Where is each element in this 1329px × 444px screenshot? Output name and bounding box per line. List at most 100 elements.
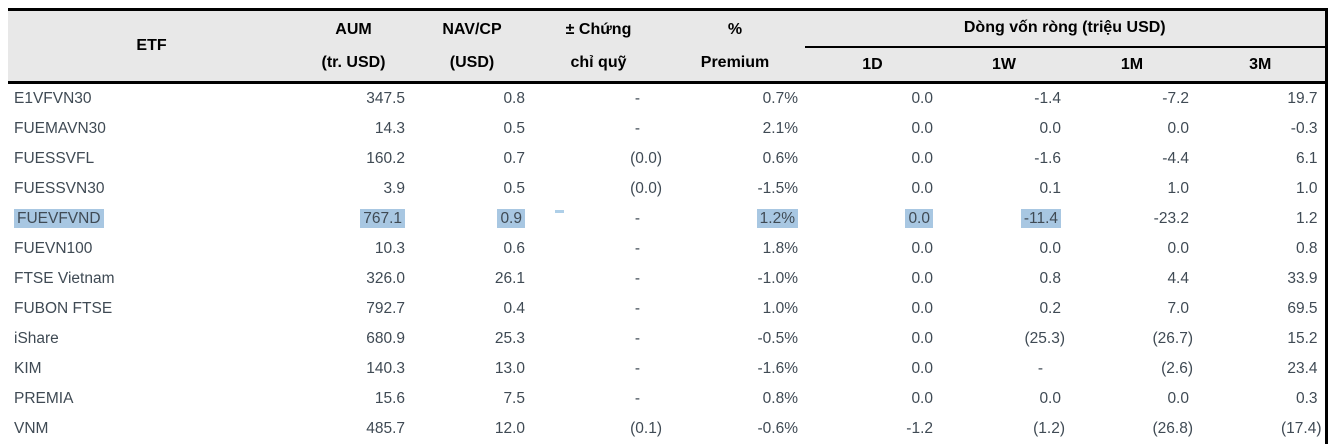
cell-value: 12.0 xyxy=(495,420,525,437)
nav-cell: 0.5 xyxy=(412,114,532,144)
cell-value: -1.2 xyxy=(906,420,933,437)
cell-value: 0.0 xyxy=(1167,390,1189,407)
units-cell: (0.1) xyxy=(532,414,665,444)
m1-cell: (26.8) xyxy=(1068,414,1196,444)
header-nav-line2: (USD) xyxy=(412,46,532,79)
cell-value: 15.2 xyxy=(1287,330,1317,347)
header-nav: NAV/CP (USD) xyxy=(412,10,532,83)
cell-value: (0.0) xyxy=(630,180,662,197)
cell-value: FTSE Vietnam xyxy=(14,270,115,287)
nav-cell: 0.5 xyxy=(412,174,532,204)
units-cell: - xyxy=(532,324,665,354)
m3-cell: 19.7 xyxy=(1196,83,1326,115)
cell-value: 0.0 xyxy=(911,150,933,167)
cell-value: 0.7 xyxy=(503,150,525,167)
etf-name-cell: FUESSVFL xyxy=(8,144,295,174)
cell-value: 0.7% xyxy=(763,90,798,107)
nav-cell: 26.1 xyxy=(412,264,532,294)
cell-value: 0.0 xyxy=(911,180,933,197)
m1-cell: 0.0 xyxy=(1068,234,1196,264)
w1-cell: 0.0 xyxy=(940,114,1068,144)
m3-cell: 0.8 xyxy=(1196,234,1326,264)
cell-value: FUEMAVN30 xyxy=(14,120,106,137)
selection-artifact-mark xyxy=(555,210,564,213)
nav-cell: 0.9 xyxy=(412,204,532,234)
cell-value: (2.6) xyxy=(1161,360,1193,377)
units-cell: - xyxy=(532,114,665,144)
premium-cell: 0.7% xyxy=(665,83,805,115)
cell-value: 0.0 xyxy=(911,270,933,287)
premium-cell: 2.1% xyxy=(665,114,805,144)
cell-value: 1.8% xyxy=(763,240,798,257)
cell-value: 0.2 xyxy=(1039,300,1061,317)
etf-name-cell: FUBON FTSE xyxy=(8,294,295,324)
cell-value: 0.3 xyxy=(1296,390,1318,407)
m3-cell: -0.3 xyxy=(1196,114,1326,144)
cell-value: 0.5 xyxy=(503,120,525,137)
cell-value: FUBON FTSE xyxy=(14,300,112,317)
cell-value: PREMIA xyxy=(14,390,73,407)
cell-value: 25.3 xyxy=(495,330,525,347)
cell-value: 1.2% xyxy=(757,209,798,228)
cell-value: 0.0 xyxy=(911,300,933,317)
w1-cell: -1.4 xyxy=(940,83,1068,115)
w1-cell: 0.0 xyxy=(940,234,1068,264)
m3-cell: 6.1 xyxy=(1196,144,1326,174)
header-fund-units-line2: chỉ quỹ xyxy=(532,46,665,79)
cell-value: 1.2 xyxy=(1296,210,1318,227)
units-cell: - xyxy=(532,204,665,234)
cell-value: -0.3 xyxy=(1291,120,1318,137)
units-cell: - xyxy=(532,294,665,324)
cell-value: FUEVN100 xyxy=(14,240,92,257)
cell-value: 0.5 xyxy=(503,180,525,197)
cell-value: 0.8% xyxy=(763,390,798,407)
premium-cell: 1.2% xyxy=(665,204,805,234)
cell-value: 3.9 xyxy=(383,180,405,197)
m3-cell: 23.4 xyxy=(1196,354,1326,384)
premium-cell: -0.5% xyxy=(665,324,805,354)
cell-value: 15.6 xyxy=(375,390,405,407)
d1-cell: 0.0 xyxy=(805,174,940,204)
m1-cell: 0.0 xyxy=(1068,114,1196,144)
cell-value: -1.6% xyxy=(758,360,799,377)
cell-value: - xyxy=(635,270,640,287)
cell-value: 1.0% xyxy=(763,300,798,317)
cell-value: 347.5 xyxy=(366,90,405,107)
aum-cell: 15.6 xyxy=(295,384,412,414)
cell-value: 1.0 xyxy=(1167,180,1189,197)
cell-value: 140.3 xyxy=(366,360,405,377)
cell-value: (0.1) xyxy=(630,420,662,437)
cell-value: FUESSVFL xyxy=(14,150,94,167)
aum-cell: 347.5 xyxy=(295,83,412,115)
aum-cell: 10.3 xyxy=(295,234,412,264)
units-cell: - xyxy=(532,384,665,414)
cell-value: 0.0 xyxy=(1039,240,1061,257)
cell-value: -1.4 xyxy=(1034,90,1061,107)
etf-name-cell: iShare xyxy=(8,324,295,354)
cell-value: FUESSVN30 xyxy=(14,180,104,197)
header-netflow-1w: 1W xyxy=(940,47,1068,83)
d1-cell: 0.0 xyxy=(805,234,940,264)
nav-cell: 25.3 xyxy=(412,324,532,354)
cell-value: 160.2 xyxy=(366,150,405,167)
cell-value: VNM xyxy=(14,420,48,437)
cell-value: - xyxy=(635,390,640,407)
etf-flow-table: ETF AUM (tr. USD) NAV/CP (USD) ± Chứng c… xyxy=(8,8,1328,444)
cell-value: 6.1 xyxy=(1296,150,1318,167)
table-header: ETF AUM (tr. USD) NAV/CP (USD) ± Chứng c… xyxy=(8,10,1326,83)
cell-value: -11.4 xyxy=(1021,209,1061,228)
cell-value: 0.9 xyxy=(497,209,525,228)
w1-cell: (1.2) xyxy=(940,414,1068,444)
cell-value: - xyxy=(635,90,640,107)
units-cell: - xyxy=(532,83,665,115)
m1-cell: 4.4 xyxy=(1068,264,1196,294)
cell-value: 0.6% xyxy=(763,150,798,167)
cell-value: iShare xyxy=(14,330,59,347)
m3-cell: (17.4) xyxy=(1196,414,1326,444)
premium-cell: -1.0% xyxy=(665,264,805,294)
premium-cell: 0.8% xyxy=(665,384,805,414)
header-nav-line1: NAV/CP xyxy=(412,13,532,46)
